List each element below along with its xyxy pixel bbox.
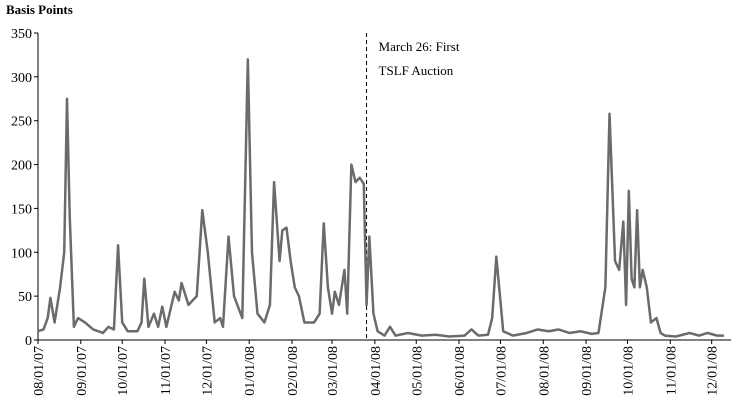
x-tick-label: 11/01/08 (664, 346, 679, 395)
y-tick-label: 300 (11, 71, 32, 86)
x-tick-label: 03/01/08 (326, 346, 341, 396)
y-tick-label: 100 (11, 246, 32, 261)
x-tick-label: 04/01/08 (369, 346, 384, 396)
x-tick-label: 11/01/07 (159, 346, 174, 395)
x-tick-label: 08/01/08 (537, 346, 552, 396)
x-tick-label: 10/01/07 (116, 346, 131, 396)
y-tick-label: 250 (11, 115, 32, 130)
data-line (37, 58, 725, 338)
x-tick-label: 10/01/08 (621, 346, 636, 396)
x-tick-label: 07/01/08 (494, 346, 509, 396)
y-tick-label: 350 (11, 27, 32, 42)
y-tick-label: 200 (11, 159, 32, 174)
annotation-text: TSLF Auction (379, 63, 454, 78)
x-tick-label: 08/01/07 (32, 346, 47, 396)
x-tick-label: 06/01/08 (453, 346, 468, 396)
x-tick-label: 09/01/08 (580, 346, 595, 396)
x-tick-label: 01/01/08 (243, 346, 258, 396)
x-tick-label: 12/01/07 (200, 346, 215, 396)
x-tick-label: 12/01/08 (706, 346, 721, 396)
y-tick-label: 150 (11, 202, 32, 217)
x-tick-label: 09/01/07 (75, 346, 90, 396)
annotation-text: March 26: First (379, 39, 460, 54)
y-tick-label: 50 (18, 290, 32, 305)
x-tick-label: 02/01/08 (286, 346, 301, 396)
y-tick-label: 0 (25, 334, 32, 349)
x-tick-label: 05/01/08 (410, 346, 425, 396)
y-axis-title: Basis Points (6, 2, 73, 17)
